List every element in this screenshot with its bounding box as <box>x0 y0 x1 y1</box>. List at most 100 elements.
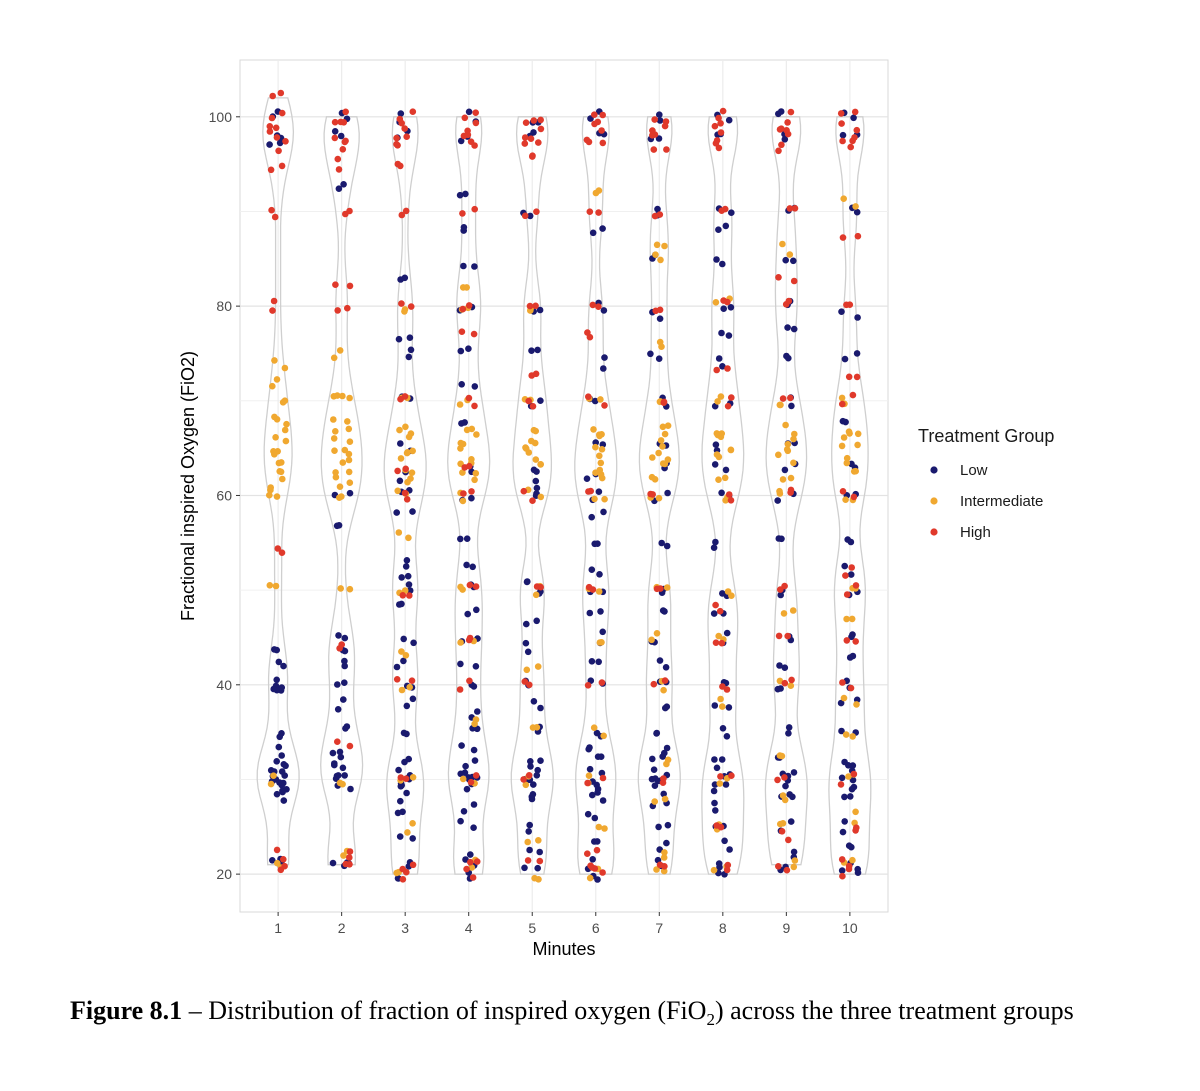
data-point-high <box>843 591 851 598</box>
data-point-high <box>334 738 341 745</box>
violin-outline-minute-2 <box>320 116 364 866</box>
data-point-intermediate <box>401 308 408 315</box>
data-point-high <box>598 127 605 134</box>
data-point-high <box>784 632 791 640</box>
data-point-high <box>461 114 469 122</box>
data-point-high <box>787 108 795 116</box>
data-point-intermediate <box>281 364 289 372</box>
data-point-low <box>527 763 534 770</box>
data-point-intermediate <box>586 874 594 882</box>
data-point-intermediate <box>459 497 467 505</box>
violin-outline-minute-8 <box>701 116 745 875</box>
data-point-intermediate <box>522 445 530 452</box>
data-point-high <box>465 394 473 402</box>
data-point-intermediate <box>592 443 599 451</box>
data-point-high <box>852 827 859 834</box>
data-point-low <box>719 725 727 732</box>
data-point-high <box>594 118 602 126</box>
data-point-low <box>526 846 533 854</box>
data-point-intermediate <box>346 479 354 487</box>
fio2-strip-chart: 20 40 60 80 100 1 2 3 4 5 6 7 8 9 10 Minutes Fraction… <box>178 59 1054 959</box>
data-point-intermediate <box>271 357 278 364</box>
data-point-high <box>778 141 785 149</box>
data-point-low <box>530 698 538 705</box>
data-point-low <box>537 757 544 764</box>
data-point-low <box>329 749 337 757</box>
data-point-high <box>346 207 353 215</box>
data-point-low <box>471 263 478 270</box>
data-point-intermediate <box>395 529 403 536</box>
data-point-high <box>471 402 478 410</box>
data-point-high <box>847 684 855 692</box>
data-point-intermediate <box>842 731 850 738</box>
data-point-intermediate <box>659 423 667 431</box>
data-point-low <box>726 846 733 853</box>
data-point-intermediate <box>664 422 672 430</box>
data-point-low <box>273 758 281 765</box>
data-point-high <box>717 120 724 127</box>
data-point-high <box>527 135 535 142</box>
data-point-high <box>529 153 536 160</box>
data-point-low <box>534 766 541 774</box>
y-tick-label: 100 <box>209 109 233 125</box>
data-point-low <box>790 769 798 776</box>
data-point-high <box>397 774 405 781</box>
data-point-high <box>787 394 794 402</box>
data-point-low <box>405 581 413 588</box>
data-point-high <box>838 856 846 863</box>
data-point-intermediate <box>660 854 668 861</box>
data-point-intermediate <box>404 829 411 836</box>
data-point-low <box>715 226 722 233</box>
data-point-low <box>396 477 404 485</box>
data-point-intermediate <box>780 610 788 617</box>
data-point-low <box>468 494 475 502</box>
data-point-intermediate <box>282 437 290 445</box>
data-point-high <box>528 372 535 379</box>
data-point-intermediate <box>782 421 789 429</box>
data-point-low <box>532 477 540 485</box>
data-point-high <box>584 850 591 857</box>
data-point-intermediate <box>598 474 606 482</box>
data-point-intermediate <box>592 189 600 197</box>
data-point-low <box>663 744 671 752</box>
data-point-high <box>728 394 735 401</box>
data-point-low <box>526 212 534 220</box>
data-point-intermediate <box>332 473 340 481</box>
data-point-low <box>340 181 347 188</box>
data-point-intermediate <box>459 775 467 783</box>
data-point-high <box>394 467 401 475</box>
data-point-low <box>458 420 465 427</box>
data-point-intermediate <box>838 442 846 450</box>
data-point-low <box>339 764 347 772</box>
data-point-low <box>854 314 861 321</box>
data-point-low <box>725 704 733 711</box>
data-point-intermediate <box>664 456 672 463</box>
data-point-intermediate <box>590 724 598 731</box>
data-point-low <box>458 381 466 388</box>
data-point-intermediate <box>843 615 850 623</box>
data-point-intermediate <box>718 430 725 437</box>
data-point-low <box>664 821 672 829</box>
data-point-intermediate <box>664 756 672 764</box>
data-point-intermediate <box>472 470 480 477</box>
data-point-high <box>717 773 724 780</box>
data-point-low <box>599 225 606 232</box>
data-point-intermediate <box>661 795 669 803</box>
data-point-high <box>460 132 468 140</box>
data-point-intermediate <box>393 869 401 877</box>
data-point-low <box>656 657 664 664</box>
data-point-low <box>778 535 785 543</box>
data-point-high <box>266 128 274 135</box>
data-point-intermediate <box>854 441 861 449</box>
data-point-intermediate <box>269 382 276 390</box>
data-point-low <box>849 762 857 769</box>
data-point-low <box>711 756 718 763</box>
data-point-low <box>774 497 781 504</box>
data-point-intermediate <box>402 652 410 659</box>
data-point-high <box>266 123 274 130</box>
data-point-low <box>782 256 789 264</box>
data-point-low <box>656 315 664 323</box>
legend-label-high: High <box>960 524 991 541</box>
data-point-low <box>273 790 281 798</box>
data-point-intermediate <box>853 701 860 708</box>
